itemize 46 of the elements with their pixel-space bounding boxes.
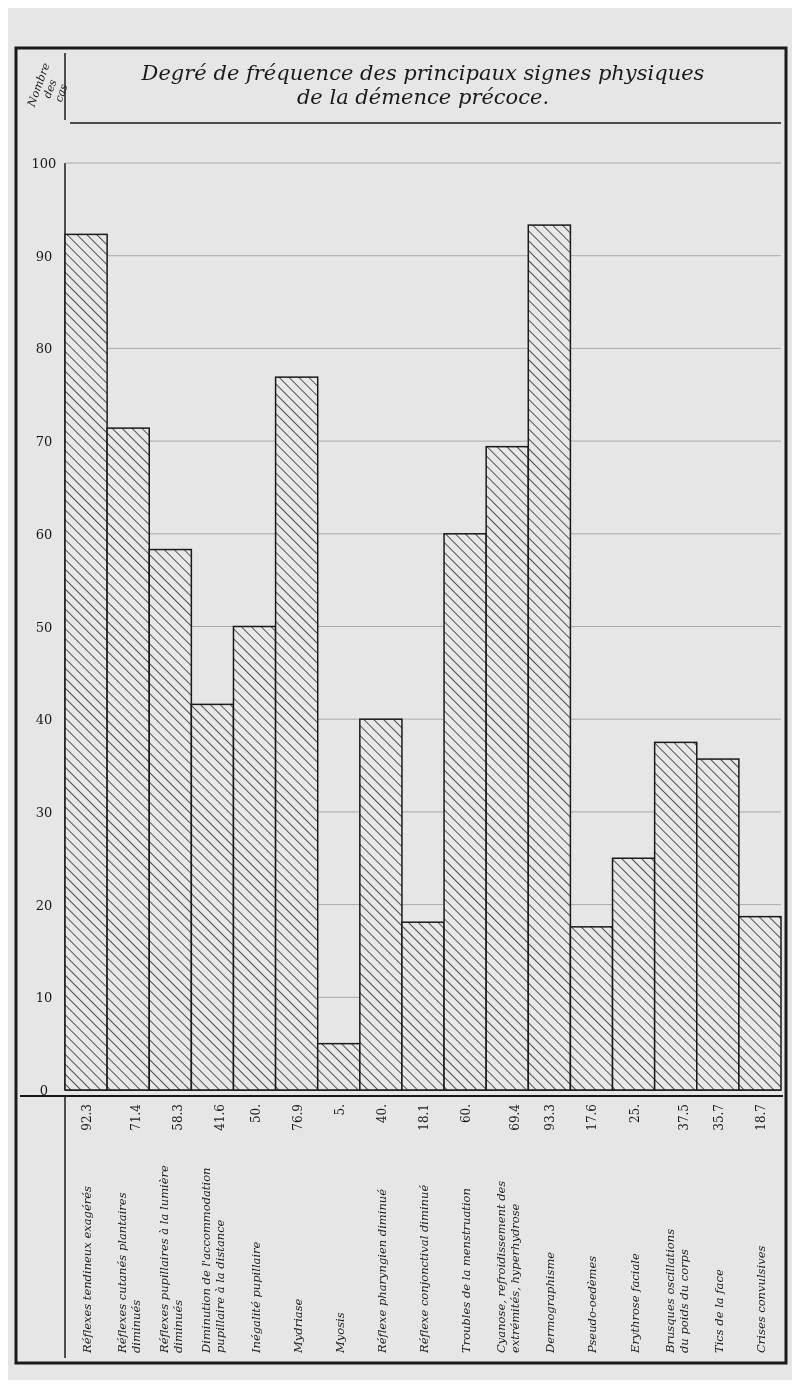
x-tick-label: Erythrose faciale (627, 1253, 642, 1354)
y-tick-label: 90 (35, 248, 53, 264)
y-tick-label: 40 (35, 712, 53, 728)
x-tick-label: Réflexes pupillaires à la lumière diminués (157, 1164, 186, 1354)
y-tick-label: 100 (31, 156, 57, 171)
data-label: 92.3 (80, 1104, 95, 1131)
x-tick-label: Réflexes cutanés plantaires diminués (115, 1192, 144, 1354)
x-tick-label: Brusques oscillations du poids du corps (662, 1228, 691, 1354)
data-label: 60. (459, 1104, 474, 1124)
x-tick-label: Tics de la face (711, 1269, 726, 1353)
data-label: 58.3 (171, 1104, 186, 1131)
y-tick-label: 20 (35, 897, 53, 913)
data-label: 17.6 (585, 1104, 600, 1131)
data-label: 5. (332, 1104, 347, 1116)
data-label: 76.9 (290, 1104, 305, 1131)
data-label: 25. (627, 1104, 642, 1124)
y-tick-label: 10 (35, 990, 53, 1006)
y-tick-label: 0 (39, 1083, 49, 1098)
x-tick-label: Troubles de la menstruation (459, 1188, 474, 1353)
y-tick-label: 60 (35, 526, 53, 542)
x-tick-label: Réflexe pharyngien diminué (374, 1188, 389, 1354)
data-label: 41.6 (213, 1104, 228, 1131)
x-tick-label: Myosis (332, 1312, 347, 1354)
x-tick-label: Dermographisme (543, 1251, 558, 1354)
x-tick-label: Inégalité pupillaire (248, 1241, 263, 1354)
data-label: 18.1 (417, 1104, 431, 1131)
x-tick-label: Cyanose, refroidissement des extrémités, hyperhydrose (494, 1180, 523, 1353)
data-label: 18.7 (753, 1104, 768, 1131)
x-tick-label: Mydriase (290, 1298, 305, 1354)
data-label: 37.5 (676, 1104, 691, 1131)
x-tick-label: Diminution de l'accommodation pupillaire à la distance (199, 1167, 228, 1354)
y-tick-label: 70 (35, 434, 53, 450)
x-tick-label: Crises convulsives (753, 1245, 768, 1353)
y-tick-label: 30 (35, 804, 53, 820)
data-label: 40. (374, 1104, 389, 1124)
x-tick-label: Pseudo-oedèmes (585, 1255, 600, 1354)
chart-title: Degré de fréquence des principaux signes physiques de la démence précoce. (140, 61, 705, 109)
data-label: 35.7 (711, 1104, 726, 1131)
data-label: 93.3 (543, 1104, 558, 1131)
data-label: 50. (248, 1104, 263, 1124)
data-label: 69.4 (508, 1103, 523, 1131)
x-tick-label: Réflexe conjonctival diminué (417, 1184, 431, 1354)
data-label: 71.4 (129, 1103, 144, 1131)
x-tick-label: Réflexes tendineux exagérés (80, 1185, 95, 1354)
y-tick-label: 80 (35, 341, 53, 357)
y-tick-label: 50 (35, 619, 53, 635)
